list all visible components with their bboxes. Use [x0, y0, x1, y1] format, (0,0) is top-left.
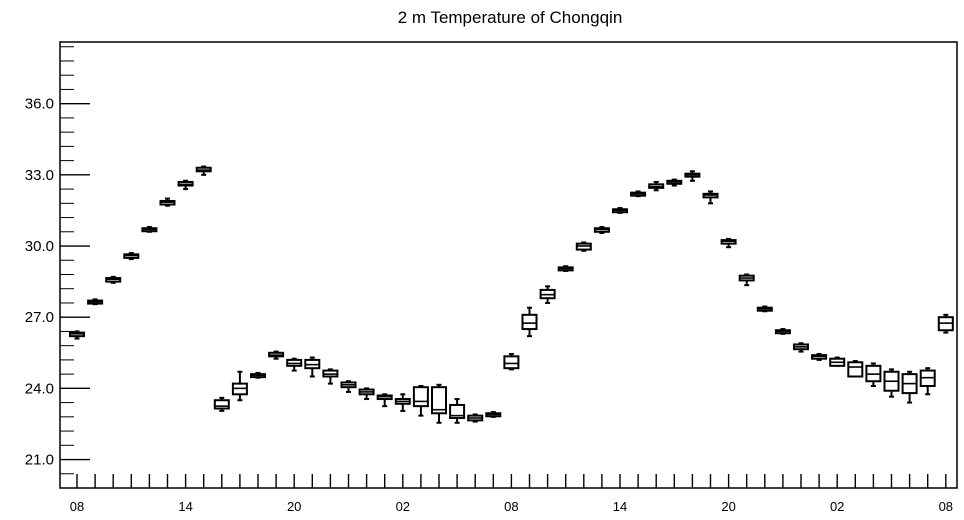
box-plot-9 [231, 370, 248, 402]
box-plot-17 [376, 393, 393, 408]
box-plot-2 [105, 275, 122, 284]
box-plot-11 [268, 350, 285, 360]
x-tick-label: 08 [939, 499, 953, 514]
x-tick-label: 20 [287, 499, 301, 514]
box-plot-13 [304, 356, 321, 378]
x-axis: 08 14 20 02 08 14 20 02 08 [70, 474, 953, 514]
plot-frame [59, 41, 958, 489]
box-plot-33 [666, 178, 683, 187]
box-plot-22 [467, 413, 484, 423]
y-tick-label: 24.0 [25, 380, 54, 397]
box [412, 386, 429, 408]
y-tick-label: 30.0 [25, 238, 54, 255]
box-plot-48 [937, 313, 954, 334]
box-plot-23 [485, 411, 502, 418]
box-plot-35 [702, 190, 719, 205]
y-tick-label: 21.0 [25, 452, 54, 469]
box-plot-28 [575, 241, 592, 252]
box-plot-10 [250, 371, 266, 379]
x-tick-label: 02 [396, 499, 410, 514]
box-plot-41 [811, 352, 828, 361]
y-tick-label: 33.0 [25, 167, 54, 184]
box [449, 403, 466, 420]
x-tick-label: 08 [504, 499, 518, 514]
box-plot-27 [557, 265, 574, 272]
x-tick-label: 02 [830, 499, 844, 514]
box-plot-37 [738, 273, 755, 287]
box-plot-20 [431, 383, 447, 424]
box [521, 313, 538, 331]
box-plot-36 [720, 237, 737, 249]
box [213, 399, 230, 410]
box-plot-38 [756, 305, 773, 313]
box-plot-42 [829, 356, 846, 367]
box-plot-47 [919, 367, 936, 396]
box-plot-34 [684, 170, 701, 182]
box-plot-3 [123, 252, 140, 261]
x-tick-label: 08 [70, 499, 84, 514]
box-plot-1 [87, 298, 104, 306]
box-plot-6 [177, 179, 194, 191]
box-plot-29 [593, 226, 610, 234]
box-plot-26 [539, 285, 556, 304]
x-tick-label: 14 [613, 499, 627, 514]
box [431, 386, 447, 415]
y-tick-label: 27.0 [25, 309, 54, 326]
box-plot-4 [141, 226, 158, 233]
box-plot-24 [503, 352, 520, 371]
box-plot-14 [322, 368, 339, 385]
box-plot-32 [648, 180, 665, 192]
x-tick-label: 20 [721, 499, 735, 514]
box-plot-30 [612, 207, 628, 214]
box-plot-39 [774, 328, 791, 335]
box-plot-40 [793, 342, 809, 353]
box-plot-8 [213, 396, 230, 412]
box-plot-18 [394, 393, 411, 412]
x-tick-label: 14 [178, 499, 192, 514]
box-plot-46 [901, 370, 918, 404]
box-plot-15 [340, 380, 357, 393]
chart-title: 2 m Temperature of Chongqin [398, 8, 623, 27]
y-tick-label: 36.0 [25, 96, 54, 113]
y-axis: 21.0 24.0 27.0 30.0 33.0 36.0 [25, 46, 90, 475]
box-plot-44 [865, 362, 882, 387]
box-plot-43 [847, 360, 864, 378]
box-plot-31 [630, 190, 647, 198]
box-plot-21 [449, 398, 466, 424]
box-plot-12 [286, 357, 303, 372]
box-plot-45 [883, 368, 900, 398]
box-plot-5 [159, 197, 176, 207]
box-plot-7 [195, 165, 212, 176]
box [847, 361, 864, 378]
box [503, 355, 520, 370]
box-plot-0 [69, 330, 85, 340]
box-plot-25 [521, 306, 538, 338]
box-plot-16 [358, 387, 375, 401]
boxes [69, 165, 954, 424]
box-plot-19 [412, 384, 429, 417]
